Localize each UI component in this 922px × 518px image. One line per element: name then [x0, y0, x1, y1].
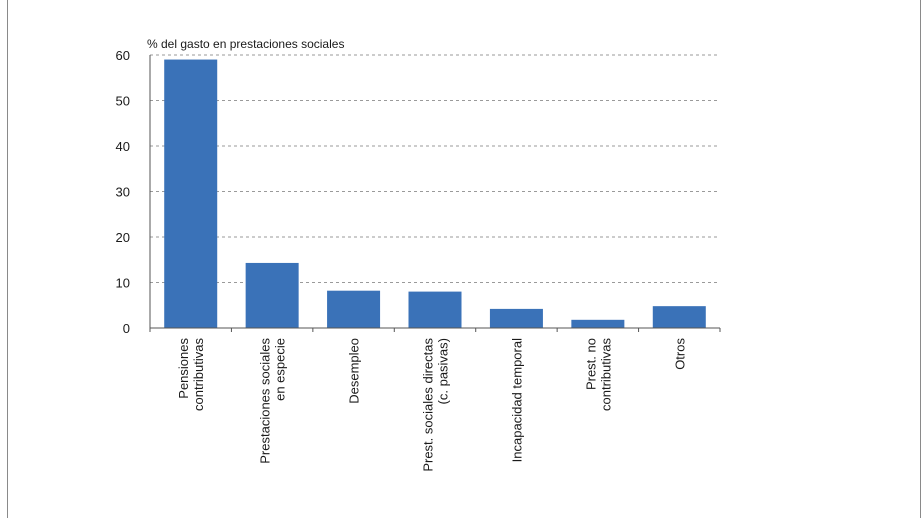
y-tick-label: 10 [116, 276, 130, 291]
bar [408, 291, 462, 328]
y-tick-label: 30 [116, 185, 130, 200]
y-tick-label: 20 [116, 230, 130, 245]
gridlines [150, 54, 720, 283]
category-label: Prestaciones sociales en especie [258, 338, 288, 464]
y-tick-label: 0 [123, 321, 130, 336]
category-label-line: (c. pasivas) [436, 338, 451, 404]
category-label: Desempleo [347, 338, 362, 404]
category-label: Prest. sociales directas (c. pasivas) [421, 338, 451, 472]
category-label-line: Otros [672, 338, 687, 370]
category-label: Incapacidad temporal [509, 338, 524, 462]
y-tick-label: 50 [116, 94, 130, 109]
category-label-line: Pensiones [176, 338, 191, 399]
bars [164, 59, 706, 329]
chart-frame [7, 0, 921, 518]
y-tick-label: 60 [116, 48, 130, 63]
category-label: Pensiones contributivas [176, 338, 206, 411]
category-label-line: Prest. sociales directas [421, 338, 436, 472]
bar [652, 306, 706, 328]
bar [245, 262, 299, 328]
category-label: Prest. no contributivas [583, 338, 613, 411]
category-label-line: Prestaciones sociales [258, 338, 273, 464]
y-tick-label: 40 [116, 139, 130, 154]
category-label-line: Desempleo [347, 338, 362, 404]
y-tick-labels: 0 10 20 30 40 50 60 [116, 48, 130, 336]
category-label-line: contributivas [191, 338, 206, 411]
bar [571, 319, 625, 328]
category-label-line: contributivas [598, 338, 613, 411]
bar [164, 59, 218, 329]
category-label: Otros [672, 338, 687, 370]
category-label-line: en especie [273, 338, 288, 401]
bar [489, 308, 543, 328]
category-label-line: Prest. no [583, 338, 598, 390]
bar [327, 290, 381, 328]
category-label-line: Incapacidad temporal [509, 338, 524, 462]
category-labels: Pensiones contributivas Prestaciones socia… [176, 338, 687, 472]
y-axis-title: % del gasto en prestaciones sociales [147, 37, 344, 51]
axes [149, 55, 721, 332]
